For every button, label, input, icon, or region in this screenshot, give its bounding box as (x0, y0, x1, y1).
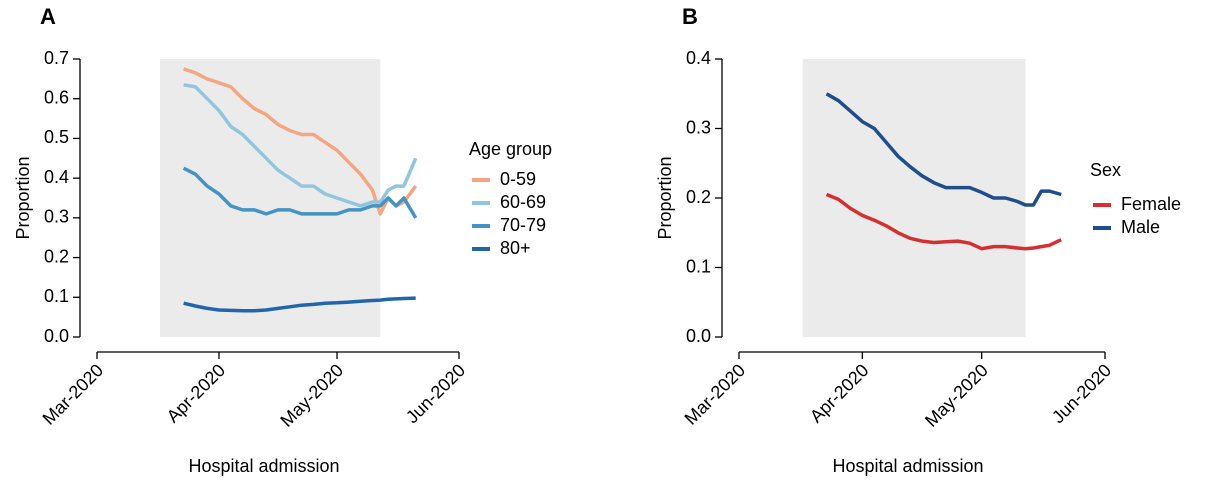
x-tick-label: Jun-2020 (402, 360, 469, 427)
y-tick-label: 0.5 (44, 127, 69, 147)
panel-label: A (40, 4, 56, 29)
series-line (183, 83, 418, 208)
y-tick-label: 0.0 (44, 326, 69, 346)
y-tick-label: 0.2 (44, 246, 69, 266)
y-axis-title: Proportion (13, 156, 33, 239)
y-tick-label: 0.1 (686, 256, 711, 276)
legend-title: Sex (1090, 160, 1121, 180)
legend-label: Female (1121, 194, 1181, 214)
x-tick-label: Jun-2020 (1048, 360, 1115, 427)
y-tick-label: 0.6 (44, 87, 69, 107)
legend-label: 70-79 (500, 215, 546, 235)
x-axis-title: Hospital admission (188, 456, 339, 476)
y-tick-label: 0.4 (686, 48, 711, 68)
shaded-period (159, 59, 381, 337)
y-tick-label: 0.4 (44, 167, 69, 187)
panel-label: B (682, 4, 698, 29)
series-line (182, 166, 418, 219)
y-tick-label: 0.1 (44, 286, 69, 306)
x-axis-title: Hospital admission (832, 456, 983, 476)
x-tick-label: May-2020 (276, 360, 347, 431)
x-tick-label: May-2020 (921, 360, 992, 431)
x-tick-label: Mar-2020 (39, 360, 108, 429)
legend-title: Age group (469, 139, 552, 159)
legend-label: 80+ (500, 238, 531, 258)
legend-label: Male (1121, 217, 1160, 237)
y-tick-label: 0.0 (686, 326, 711, 346)
y-tick-label: 0.7 (44, 48, 69, 68)
series-line (825, 92, 1062, 207)
shaded-period (802, 59, 1026, 337)
y-tick-label: 0.3 (44, 207, 69, 227)
series-line (183, 67, 418, 216)
series-line (825, 192, 1062, 251)
legend-label: 0-59 (500, 169, 536, 189)
x-tick-label: Mar-2020 (681, 360, 750, 429)
x-tick-label: Apr-2020 (163, 360, 230, 427)
y-axis-title: Proportion (655, 156, 675, 239)
series-line (183, 296, 416, 313)
legend-label: 60-69 (500, 192, 546, 212)
y-tick-label: 0.2 (686, 187, 711, 207)
x-tick-label: Apr-2020 (806, 360, 873, 427)
y-tick-label: 0.3 (686, 117, 711, 137)
